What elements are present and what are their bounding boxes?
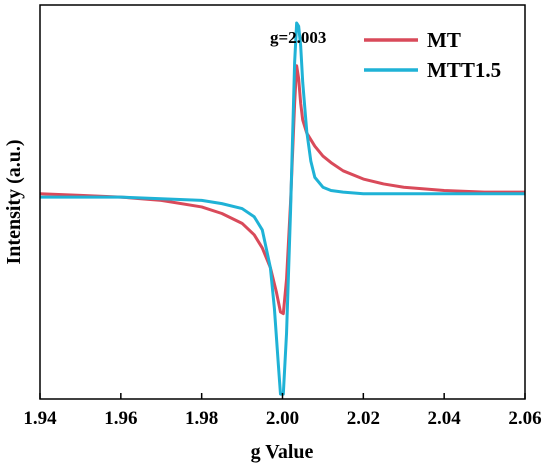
legend-label-mtt15: MTT1.5	[427, 58, 501, 82]
x-tick-label: 1.98	[185, 408, 218, 429]
series-line-mtt15	[40, 21, 525, 396]
x-tick-label: 2.06	[508, 408, 541, 429]
x-tick-label: 2.00	[266, 408, 299, 429]
x-tick-label: 2.04	[428, 408, 462, 429]
legend-label-mt: MT	[427, 28, 461, 52]
peak-annotation: g=2.003	[270, 28, 326, 47]
series-line-mt	[39, 64, 525, 316]
x-tick-label: 1.96	[104, 408, 137, 429]
x-tick-label: 2.02	[347, 408, 380, 429]
plot-lines	[39, 21, 525, 396]
y-axis-title: Intensity (a.u.)	[3, 139, 25, 264]
x-axis-title: g Value	[251, 441, 314, 463]
x-axis-ticks: 1.94 1.96 1.98 2.00 2.02 2.04 2.06	[23, 393, 542, 429]
x-tick-label: 1.94	[23, 408, 57, 429]
legend: MT MTT1.5	[364, 28, 501, 82]
